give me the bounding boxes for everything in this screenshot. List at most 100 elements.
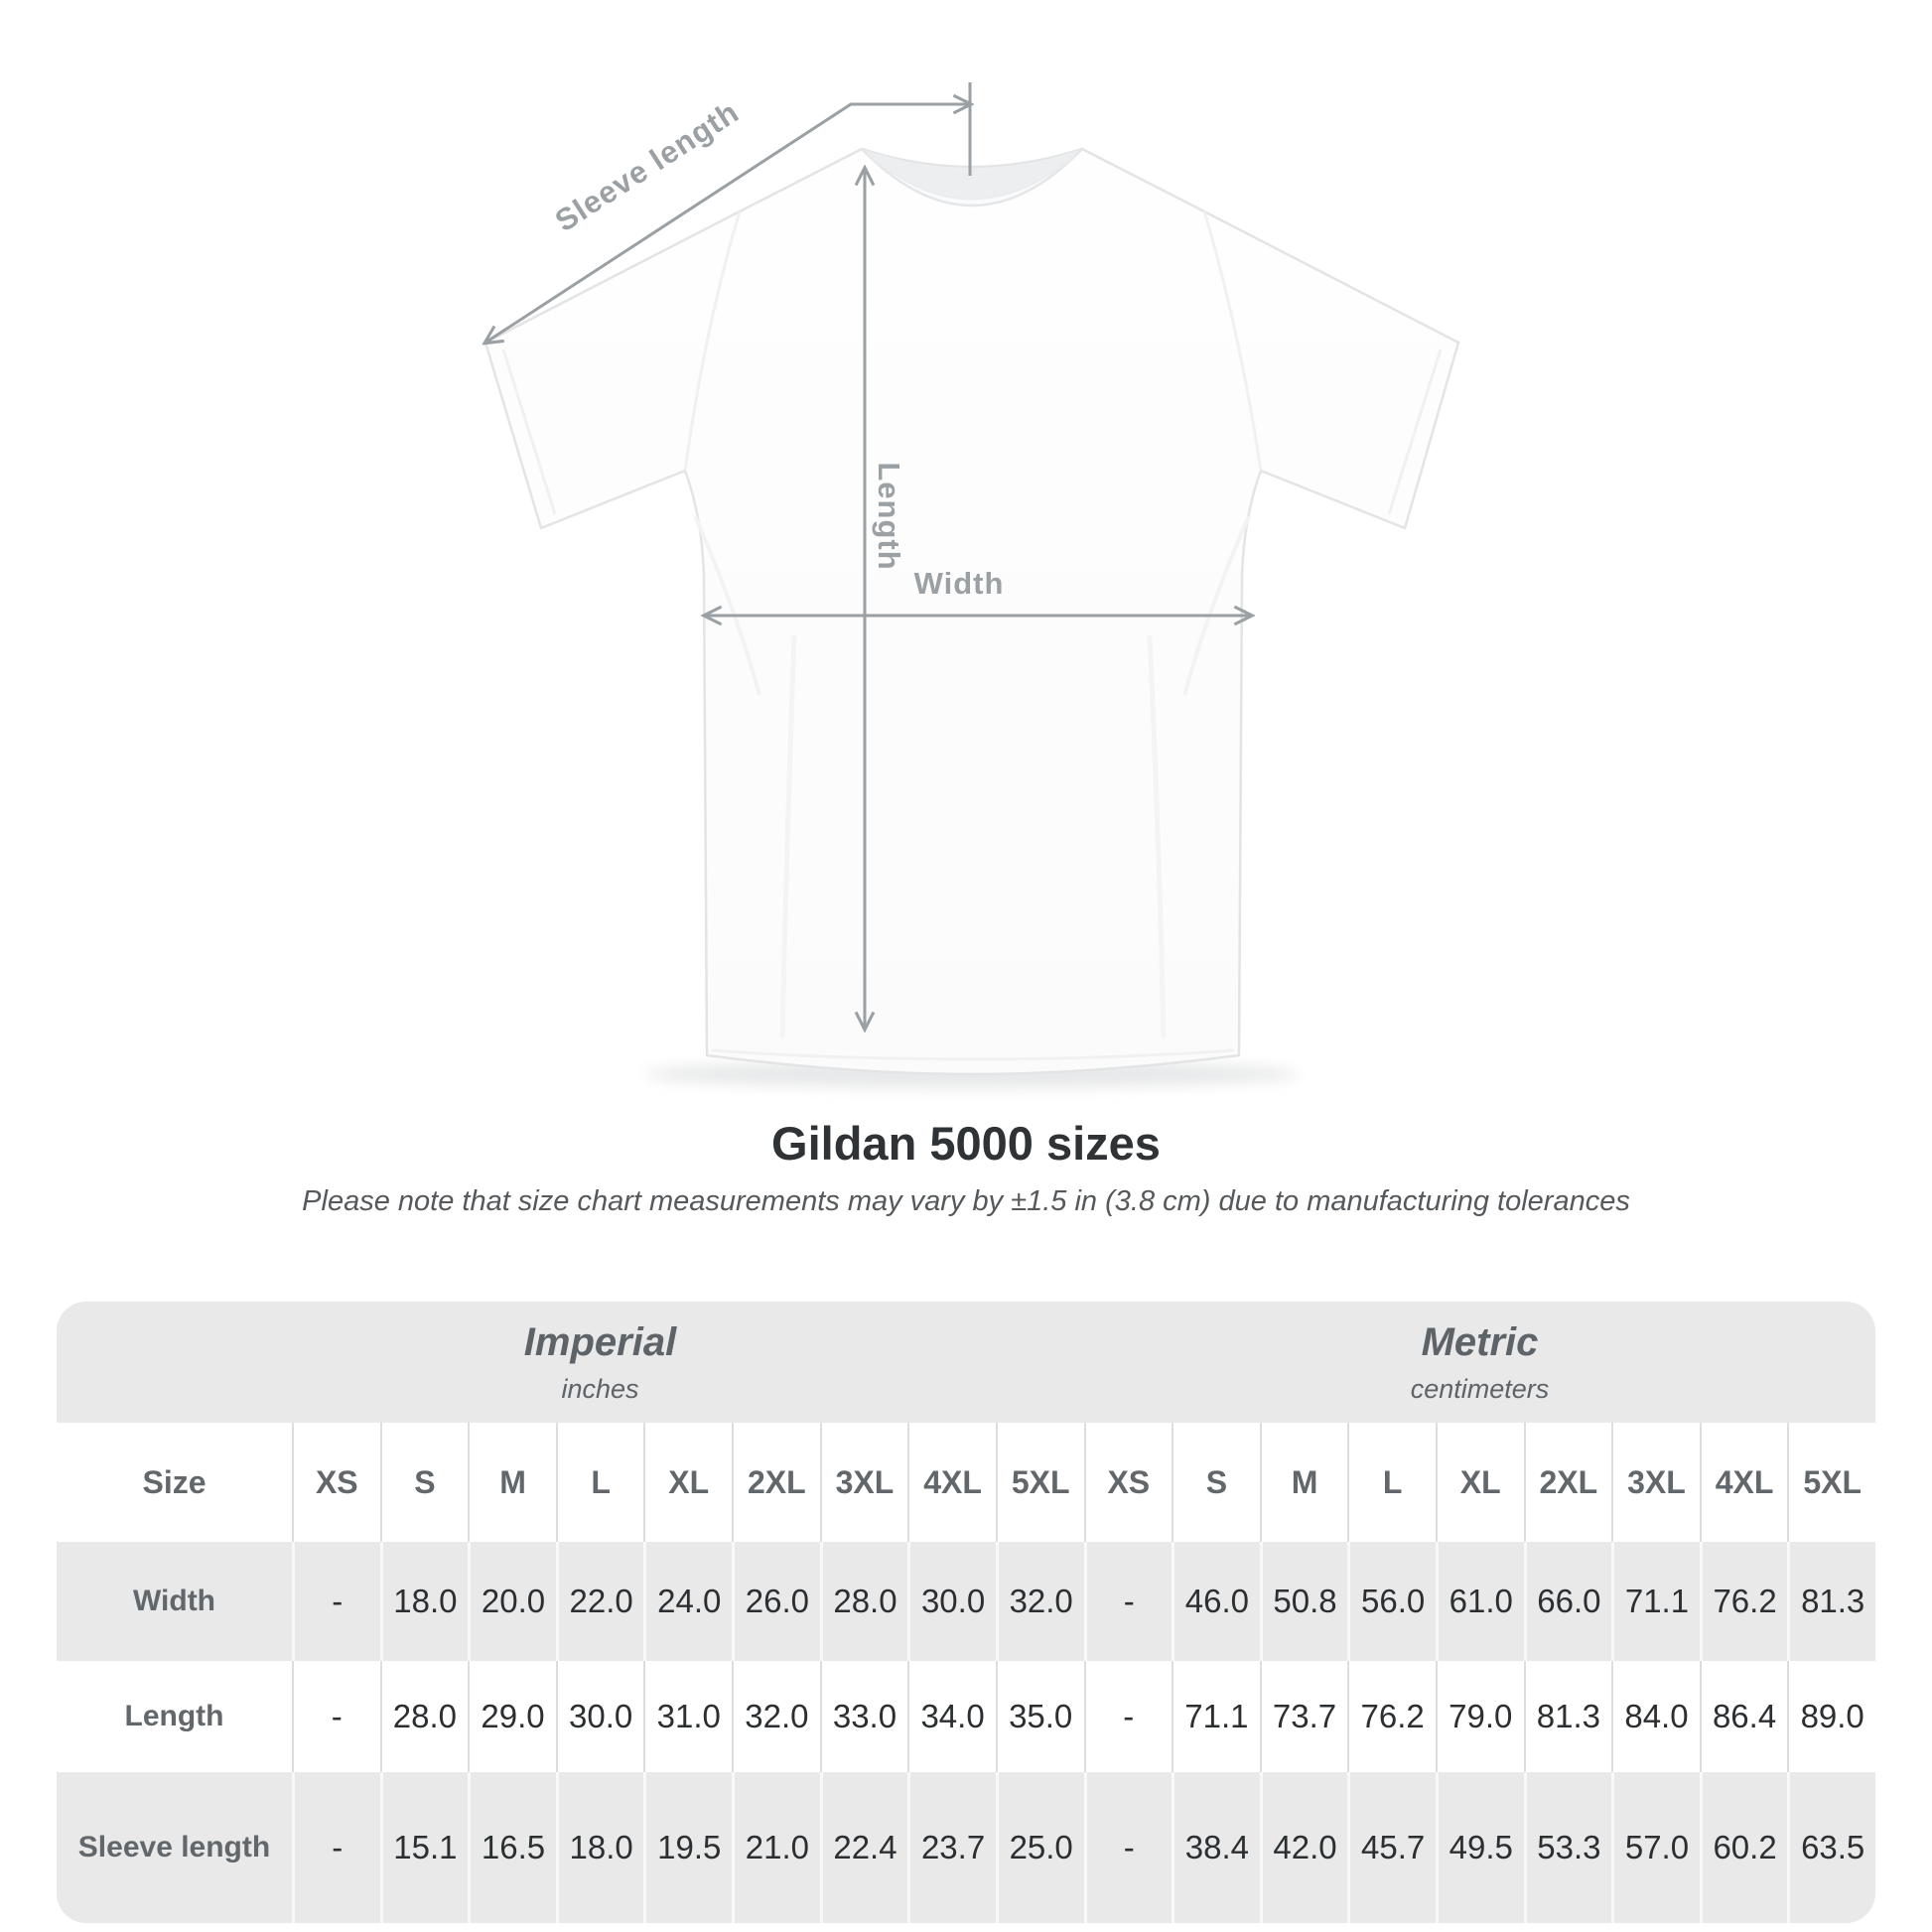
table-cell: 30.0 xyxy=(907,1542,996,1661)
table-cell: 76.2 xyxy=(1699,1542,1788,1661)
table-cell: 60.2 xyxy=(1699,1772,1788,1923)
table-cell: 28.0 xyxy=(379,1661,469,1772)
table-cell: 23.7 xyxy=(907,1772,996,1923)
table-cell: 31.0 xyxy=(643,1661,732,1772)
size-column-header: Size xyxy=(142,1463,207,1500)
unit-group-metric: Metric centimeters xyxy=(1084,1302,1875,1423)
column-header: XS xyxy=(1083,1423,1173,1542)
table-cell: 53.3 xyxy=(1523,1772,1612,1923)
table-cell: 73.7 xyxy=(1259,1661,1348,1772)
table-cell: 61.0 xyxy=(1435,1542,1524,1661)
row-label: Sleeve length xyxy=(77,1831,271,1863)
table-cell: 21.0 xyxy=(732,1772,820,1923)
table-row-sleeve-length: Sleeve length - 15.1 16.5 18.0 19.5 21.0… xyxy=(57,1772,1875,1923)
table-cell: 71.1 xyxy=(1172,1661,1260,1772)
unit-group-imperial: Imperial inches xyxy=(57,1302,1084,1423)
table-cell: 29.0 xyxy=(468,1661,556,1772)
hem-seam xyxy=(711,1048,1235,1061)
table-cell: 79.0 xyxy=(1435,1661,1524,1772)
imperial-label: Imperial xyxy=(523,1319,677,1364)
table-cell: 16.5 xyxy=(468,1772,556,1923)
table-row-length: Length - 28.0 29.0 30.0 31.0 32.0 33.0 3… xyxy=(57,1661,1875,1772)
imperial-unit-label: inches xyxy=(561,1373,639,1404)
table-cell: 22.4 xyxy=(819,1772,908,1923)
column-header: 3XL xyxy=(1611,1423,1700,1542)
column-header: XL xyxy=(643,1423,732,1542)
column-header: M xyxy=(1259,1423,1348,1542)
column-header: M xyxy=(468,1423,556,1542)
tshirt-measurement-diagram: Sleeve length Length Width xyxy=(0,82,1460,1088)
column-header: XS xyxy=(292,1423,380,1542)
column-header: 2XL xyxy=(732,1423,820,1542)
table-cell: 28.0 xyxy=(819,1542,908,1661)
table-cell: 34.0 xyxy=(907,1661,996,1772)
column-header: 3XL xyxy=(819,1423,908,1542)
table-cell: - xyxy=(1083,1661,1173,1772)
metric-label: Metric xyxy=(1421,1319,1539,1364)
table-cell: 56.0 xyxy=(1347,1542,1436,1661)
column-header: 4XL xyxy=(907,1423,996,1542)
column-header: S xyxy=(1172,1423,1260,1542)
table-cell: 22.0 xyxy=(555,1542,644,1661)
tshirt-body xyxy=(483,147,1460,1076)
column-header: 5XL xyxy=(1787,1423,1875,1542)
table-cell: 15.1 xyxy=(379,1772,469,1923)
table-cell: 50.8 xyxy=(1259,1542,1348,1661)
table-cell: 71.1 xyxy=(1611,1542,1700,1661)
table-header-row: Size XS S M L XL 2XL 3XL 4XL 5XL XS S M … xyxy=(57,1423,1875,1542)
unit-band: Imperial inches Metric centimeters xyxy=(57,1302,1875,1423)
table-cell: 76.2 xyxy=(1347,1661,1436,1772)
table-cell: 32.0 xyxy=(995,1542,1084,1661)
table-cell: 32.0 xyxy=(732,1661,820,1772)
table-cell: 57.0 xyxy=(1611,1772,1700,1923)
table-cell: - xyxy=(1083,1772,1173,1923)
table-cell: 81.3 xyxy=(1523,1661,1612,1772)
table-cell: 42.0 xyxy=(1259,1772,1348,1923)
table-cell: 25.0 xyxy=(995,1772,1084,1923)
right-cuff-seam xyxy=(1387,348,1443,515)
table-cell: 19.5 xyxy=(643,1772,732,1923)
table-row-width: Width - 18.0 20.0 22.0 24.0 26.0 28.0 30… xyxy=(57,1542,1875,1661)
tshirt-illustration xyxy=(0,82,1460,1088)
table-cell: 66.0 xyxy=(1523,1542,1612,1661)
right-armhole-seam xyxy=(1202,210,1263,472)
column-header: 5XL xyxy=(995,1423,1084,1542)
size-table: Imperial inches Metric centimeters Size … xyxy=(57,1302,1875,1923)
table-cell: 89.0 xyxy=(1787,1661,1875,1772)
row-label: Length xyxy=(124,1700,224,1732)
column-header: 2XL xyxy=(1523,1423,1612,1542)
table-cell: 33.0 xyxy=(819,1661,908,1772)
table-cell: 18.0 xyxy=(555,1772,644,1923)
table-cell: 45.7 xyxy=(1347,1772,1436,1923)
table-cell: 81.3 xyxy=(1787,1542,1875,1661)
title-block: Gildan 5000 sizes Please note that size … xyxy=(0,1116,1932,1218)
page-title: Gildan 5000 sizes xyxy=(771,1117,1161,1170)
column-header: 4XL xyxy=(1699,1423,1788,1542)
table-cell: 20.0 xyxy=(468,1542,556,1661)
column-header: L xyxy=(1347,1423,1436,1542)
width-label: Width xyxy=(913,566,1005,601)
table-cell: 26.0 xyxy=(732,1542,820,1661)
length-label: Length xyxy=(872,462,906,571)
table-cell: 84.0 xyxy=(1611,1661,1700,1772)
table-cell: - xyxy=(1083,1542,1173,1661)
column-header: S xyxy=(379,1423,469,1542)
table-cell: 86.4 xyxy=(1699,1661,1788,1772)
table-cell: - xyxy=(292,1661,380,1772)
row-label: Width xyxy=(132,1585,216,1617)
column-header: L xyxy=(555,1423,644,1542)
left-cuff-seam xyxy=(501,348,557,515)
table-cell: 49.5 xyxy=(1435,1772,1524,1923)
sleeve-length-arrow xyxy=(485,104,970,343)
table-cell: - xyxy=(292,1772,380,1923)
table-cell: 30.0 xyxy=(555,1661,644,1772)
page-subtitle: Please note that size chart measurements… xyxy=(302,1185,1630,1218)
table-cell: 38.4 xyxy=(1172,1772,1260,1923)
column-header: XL xyxy=(1435,1423,1524,1542)
table-cell: 24.0 xyxy=(643,1542,732,1661)
table-cell: 18.0 xyxy=(379,1542,469,1661)
table-cell: 35.0 xyxy=(995,1661,1084,1772)
table-cell: 63.5 xyxy=(1787,1772,1875,1923)
fold-line xyxy=(779,634,797,1038)
